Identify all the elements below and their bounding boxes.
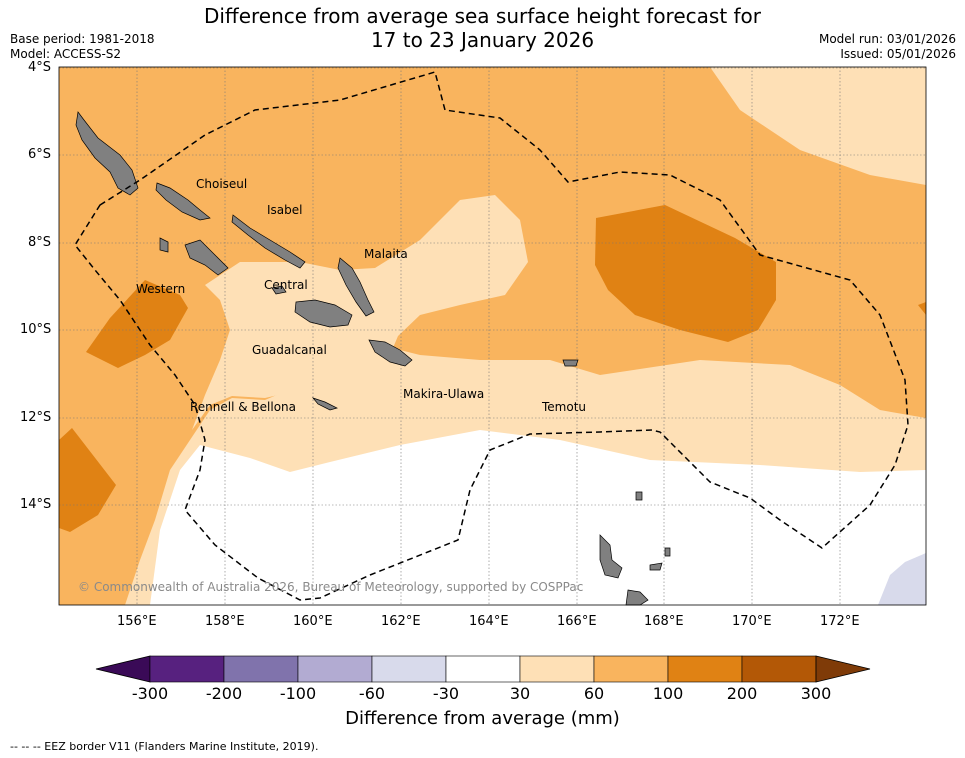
- lon-label-172e: 172°E: [820, 614, 860, 629]
- island-new-georgia: [184, 239, 229, 276]
- contour-100-200-edge: [918, 302, 926, 315]
- colorbar-title: Difference from average (mm): [345, 708, 620, 729]
- island-bougainville: [75, 111, 139, 196]
- island-guadalcanal: [294, 299, 353, 328]
- copyright-notice: © Commonwealth of Australia 2026, Bureau…: [78, 580, 584, 594]
- island-vanuatu-small-2: [664, 547, 671, 557]
- colorbar-label-200: 200: [726, 684, 758, 703]
- colorbar-label-neg300: -300: [131, 684, 169, 703]
- lon-label-166e: 166°E: [557, 614, 597, 629]
- colorbar-extend-low: [95, 655, 151, 683]
- island-espiritu-santo: [599, 534, 623, 579]
- islands: [75, 111, 671, 606]
- island-isabel: [231, 214, 306, 269]
- colorbar-segment-2: [223, 655, 299, 683]
- contour-100-200-southwest: [59, 428, 116, 532]
- model-run-text: Model run: 03/01/2026: [818, 32, 956, 46]
- title-line-2: 17 to 23 January 2026: [370, 28, 595, 52]
- eez-legend-note: -- -- -- EEZ border V11 (Flanders Marine…: [10, 740, 319, 753]
- title-line-1: Difference from average sea surface heig…: [203, 4, 762, 28]
- place-label-western: Western: [136, 282, 186, 296]
- colorbar-segment-9: [741, 655, 817, 683]
- colorbar-segment-8: [667, 655, 743, 683]
- colorbar-label-neg200: -200: [205, 684, 243, 703]
- base-period-text: Base period: 1981-2018: [10, 32, 155, 46]
- island-vanuatu-small-1: [649, 562, 663, 571]
- place-label-central: Central: [264, 278, 308, 292]
- colorbar-segment-5: [445, 655, 521, 683]
- place-label-isabel: Isabel: [267, 203, 303, 217]
- contour-60-100: [59, 67, 926, 605]
- island-choiseul: [155, 182, 211, 221]
- map-frame: [58, 66, 927, 606]
- lon-label-170e: 170°E: [732, 614, 772, 629]
- model-text: Model: ACCESS-S2: [10, 47, 122, 61]
- graticule: [59, 67, 926, 605]
- lat-label-4s: 4°S: [28, 60, 52, 75]
- island-florida: [271, 285, 287, 295]
- lat-label-14s: 14°S: [20, 497, 52, 512]
- lon-label-168e: 168°E: [644, 614, 684, 629]
- lon-label-162e: 162°E: [381, 614, 421, 629]
- colorbar-segment-3: [297, 655, 373, 683]
- colorbar-label-60: 60: [583, 684, 605, 703]
- place-label-rennell-bellona: Rennell & Bellona: [190, 400, 297, 414]
- lat-label-12s: 12°S: [20, 410, 52, 425]
- contour-30-60-inner: [192, 195, 528, 430]
- lon-label-164e: 164°E: [469, 614, 509, 629]
- island-makira: [368, 339, 413, 367]
- place-label-makira-ulawa: Makira-Ulawa: [403, 387, 485, 401]
- issued-text: Issued: 05/01/2026: [840, 47, 956, 61]
- lat-label-8s: 8°S: [28, 235, 52, 250]
- place-label-temotu: Temotu: [542, 400, 587, 414]
- lat-label-10s: 10°S: [20, 322, 52, 337]
- island-vella-lavella: [159, 237, 169, 253]
- contour-below-30-southeast: [878, 553, 926, 605]
- colorbar-label-30: 30: [509, 684, 531, 703]
- contour-100-200-east: [595, 205, 776, 342]
- island-rennell: [311, 397, 338, 411]
- colorbar-label-neg30: -30: [432, 684, 460, 703]
- colorbar-segment-1: [149, 655, 225, 683]
- colorbar-label-100: 100: [652, 684, 684, 703]
- colorbar-label-300: 300: [800, 684, 832, 703]
- colorbar-label-neg100: -100: [279, 684, 317, 703]
- lon-label-160e: 160°E: [293, 614, 333, 629]
- place-label-guadalcanal: Guadalcanal: [252, 343, 327, 357]
- island-santa-cruz: [562, 359, 579, 367]
- place-label-choiseul: Choiseul: [196, 177, 248, 191]
- lon-label-156e: 156°E: [117, 614, 157, 629]
- colorbar-segment-4: [371, 655, 447, 683]
- island-malaita: [337, 257, 375, 317]
- island-malekula: [625, 589, 649, 606]
- colorbar-extend-high: [815, 655, 871, 683]
- lon-label-158e: 158°E: [205, 614, 245, 629]
- colorbar: [95, 655, 871, 683]
- colorbar-segment-6: [519, 655, 595, 683]
- colorbar-segment-7: [593, 655, 669, 683]
- lat-label-6s: 6°S: [28, 147, 52, 162]
- island-banks: [635, 491, 643, 501]
- colorbar-label-neg60: -60: [358, 684, 386, 703]
- place-label-malaita: Malaita: [364, 247, 408, 261]
